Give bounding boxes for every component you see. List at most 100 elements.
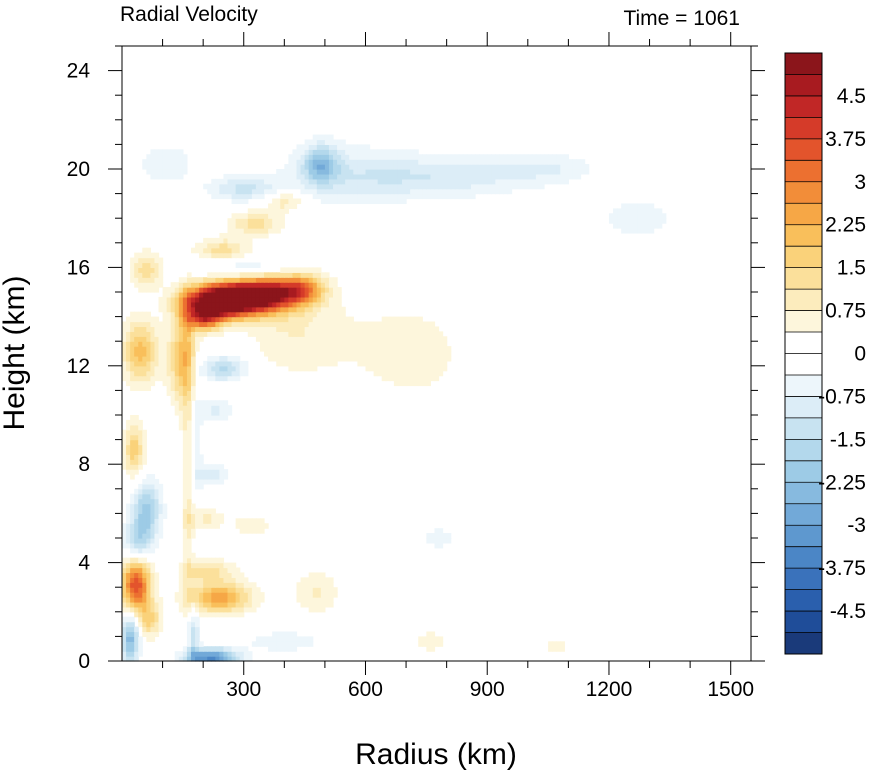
heatmap-cell [308,326,314,332]
heatmap-cell [385,173,391,180]
heatmap-cell [300,360,306,367]
heatmap-cell [613,213,618,219]
heatmap-cell [182,483,188,490]
heatmap-cell [576,169,582,175]
heatmap-cell [337,139,342,145]
heatmap-cell [268,646,273,652]
heatmap-cell [231,326,237,332]
heatmap-cell [406,365,411,372]
heatmap-cell [385,365,391,372]
heatmap-cell [247,193,253,200]
heatmap-cell [649,208,655,214]
heatmap-cell [166,336,172,342]
heatmap-cell [219,587,225,593]
heatmap-cell [122,646,127,652]
heatmap-cell [138,434,143,441]
heatmap-cell [174,355,180,362]
heatmap-cell [268,311,273,318]
heatmap-cell [190,651,196,657]
heatmap-cell [389,159,395,165]
heatmap-cell [483,178,488,185]
heatmap-cell [296,365,302,372]
heatmap-cell [162,346,168,352]
heatmap-cell [203,316,208,323]
heatmap-cell [406,360,411,367]
heatmap-cell [195,518,200,524]
heatmap-cell [243,601,249,608]
heatmap-cell [154,316,160,323]
heatmap-cell [264,277,269,283]
heatmap-cell [255,262,261,268]
heatmap-cell [304,341,310,347]
heatmap-cell [223,321,229,328]
heatmap-cell [195,478,200,485]
heatmap-cell [255,311,261,318]
heatmap-cell [446,538,452,544]
heatmap-cell [462,183,468,190]
heatmap-cell [207,606,212,613]
heatmap-cell [199,419,204,426]
heatmap-cell [207,311,212,318]
heatmap-cell [170,360,176,367]
heatmap-cell [138,262,143,268]
heatmap-cell [130,562,135,569]
heatmap-cell [134,336,139,342]
heatmap-cell [182,311,188,318]
heatmap-cell [158,173,164,180]
heatmap-cell [227,572,233,578]
heatmap-cell [207,365,212,372]
heatmap-cell [495,164,500,170]
heatmap-cell [170,154,176,160]
heatmap-cell [203,606,208,613]
heatmap-cell [215,331,220,337]
heatmap-cell [430,164,436,170]
heatmap-cell [442,360,448,367]
heatmap-cell [186,424,192,431]
heatmap-cell [150,316,156,323]
heatmap-cell [186,626,192,633]
heatmap-cell [373,365,379,372]
heatmap-cell [203,296,208,303]
heatmap-cell [190,277,196,283]
heatmap-cell [122,577,127,583]
heatmap-cell [243,326,249,332]
heatmap-cell [186,498,192,505]
heatmap-cell [438,360,444,367]
heatmap-cell [190,513,196,519]
heatmap-cell [381,326,387,332]
heatmap-cell [154,592,160,598]
heatmap-cell [426,641,432,647]
heatmap-cell [158,169,164,175]
heatmap-cell [178,424,184,431]
heatmap-cell [308,282,314,288]
heatmap-cell [170,385,176,391]
heatmap-cell [182,385,188,391]
heatmap-cell [312,134,318,141]
heatmap-cell [203,287,208,293]
heatmap-cell [276,331,281,337]
heatmap-cell [292,326,298,332]
heatmap-cell [280,272,285,278]
heatmap-cell [288,636,294,642]
heatmap-cell [300,292,306,298]
heatmap-cell [207,562,212,569]
heatmap-cell [219,355,225,362]
heatmap-cell [154,257,160,264]
heatmap-cell [138,449,143,455]
heatmap-cell [207,523,212,529]
heatmap-cell [422,360,427,367]
heatmap-cell [280,193,285,200]
heatmap-cell [182,370,188,377]
heatmap-cell [235,262,241,268]
heatmap-cell [288,355,294,362]
heatmap-cell [454,178,460,185]
heatmap-cell [438,169,444,175]
heatmap-cell [126,351,131,357]
heatmap-cell [308,355,314,362]
heatmap-cell [389,178,395,185]
heatmap-cell [146,601,152,608]
heatmap-cell [231,355,237,362]
heatmap-cell [397,149,403,155]
heatmap-cell [235,656,241,662]
heatmap-cell [641,203,647,209]
